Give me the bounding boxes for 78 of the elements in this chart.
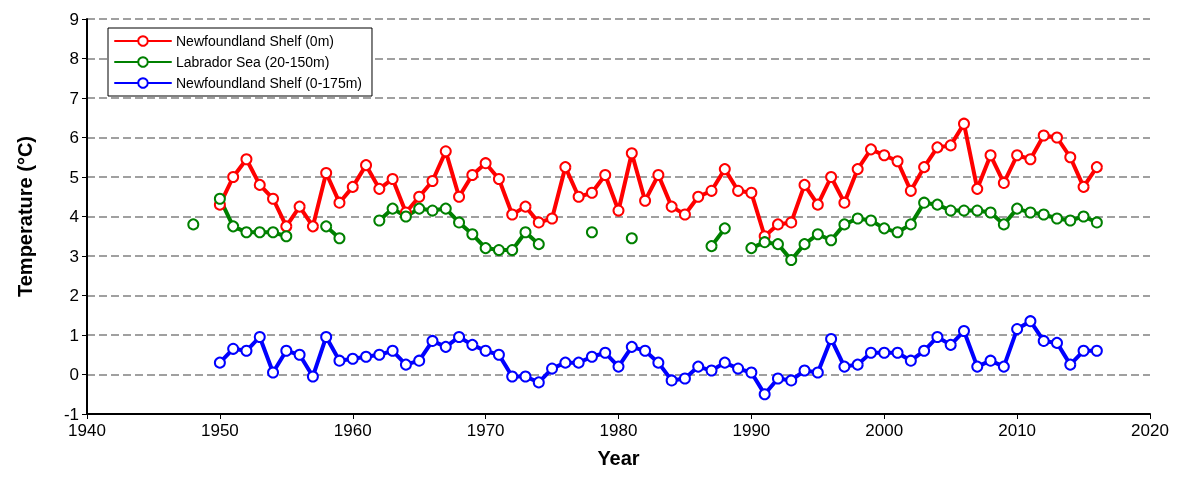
point [971, 204, 984, 217]
legend-label: Newfoundland Shelf (0m) [176, 33, 334, 49]
point [718, 222, 731, 235]
point [997, 218, 1010, 231]
point [785, 253, 798, 266]
point [479, 242, 492, 255]
x-tick-label: 1960 [333, 421, 372, 440]
point [838, 218, 851, 231]
point [240, 226, 253, 239]
point [227, 220, 240, 233]
y-tick-label: 6 [69, 128, 79, 147]
point [506, 244, 519, 257]
point [280, 230, 293, 243]
point [705, 240, 718, 253]
point [864, 214, 877, 227]
point [798, 238, 811, 251]
point [519, 226, 532, 239]
x-tick-label: 1940 [68, 421, 106, 440]
point [426, 204, 439, 217]
y-tick-label: -1 [63, 404, 79, 424]
point [453, 216, 466, 229]
point [333, 232, 346, 245]
y-tick-label: 0 [69, 365, 79, 384]
point [439, 202, 452, 215]
y-tick-label: 4 [69, 207, 79, 226]
point [1024, 206, 1037, 219]
x-tick-label: 1950 [200, 421, 239, 440]
x-tick-label: 2000 [865, 421, 904, 440]
x-tick-label: 1990 [732, 421, 771, 440]
point [851, 212, 864, 225]
legend-label: Newfoundland Shelf (0-175m) [176, 75, 362, 91]
point [918, 196, 931, 209]
x-tick-label: 1970 [466, 421, 505, 440]
point [878, 222, 891, 235]
legend-label: Labrador Sea (20-150m) [176, 54, 330, 70]
point [585, 226, 598, 239]
point [771, 238, 784, 251]
x-axis-title: Year [597, 447, 640, 469]
point [492, 244, 505, 257]
point [1064, 214, 1077, 227]
point [745, 242, 758, 255]
point [1051, 212, 1063, 225]
point [267, 226, 280, 239]
point [466, 228, 479, 241]
point [386, 202, 399, 215]
point [811, 228, 824, 241]
y-tick-label: 5 [69, 167, 79, 187]
point [931, 198, 944, 211]
point [1077, 210, 1090, 223]
x-tick-label: 2010 [998, 421, 1037, 440]
point [399, 210, 412, 223]
x-tick-label: 2020 [1131, 421, 1169, 440]
point [825, 234, 838, 247]
y-tick-label: 8 [69, 49, 79, 68]
point [1037, 208, 1050, 221]
point [532, 238, 545, 251]
point [984, 206, 997, 219]
point [320, 220, 333, 233]
y-tick-label: 9 [69, 9, 79, 29]
point [891, 226, 904, 239]
point [1011, 202, 1024, 215]
point [625, 232, 638, 245]
y-tick-label: 2 [69, 286, 79, 305]
point [944, 204, 957, 217]
point [253, 226, 266, 239]
point [1090, 216, 1103, 229]
point [413, 202, 426, 215]
x-tick-label: 1980 [599, 421, 638, 440]
y-tick-label: 1 [69, 325, 79, 345]
y-axis-title: Temperature (°C) [14, 136, 36, 297]
point [187, 218, 200, 231]
point [957, 204, 970, 217]
point [904, 218, 917, 231]
point [373, 214, 386, 227]
y-tick-label: 3 [69, 246, 79, 266]
y-tick-label: 7 [69, 88, 79, 108]
point [758, 236, 771, 249]
point [213, 192, 226, 205]
